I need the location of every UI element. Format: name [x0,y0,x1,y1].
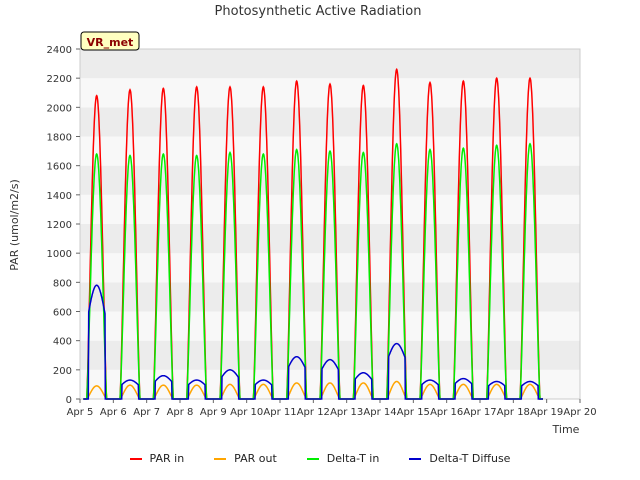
y-tick-label: 1400 [47,191,72,202]
legend-swatch [409,457,422,460]
legend-swatch [306,457,319,460]
series-line-delta-t-diffuse [83,284,543,400]
x-tick-label: Apr 12 [297,407,330,418]
x-tick-label: Apr 8 [167,407,194,418]
y-tick-label: 1800 [47,133,72,144]
grid-band [80,253,580,283]
legend-label: Delta-T in [326,452,380,465]
legend-item: PAR out [214,452,277,465]
y-tick-label: 2400 [47,45,72,56]
x-tick-label: Apr 15 [397,407,430,418]
y-tick-label: 1200 [47,220,72,231]
x-tick-label: Apr 19 [530,407,563,418]
x-tick-label: Apr 14 [363,407,396,418]
x-tick-label: Apr 7 [133,407,160,418]
grid-band [80,311,580,341]
legend-label: PAR in [149,452,185,465]
annotation-box: VR_met [80,31,140,51]
y-tick-label: 600 [53,308,72,319]
legend-label: Delta-T Diffuse [429,452,511,465]
grid-band [80,165,580,195]
legend-swatch [214,457,227,460]
grid-band [80,282,580,312]
legend-item: Delta-T in [306,452,380,465]
grid-band [80,107,580,137]
y-tick-label: 800 [53,278,72,289]
series-lines [83,67,543,400]
x-tick-label: Apr 10 [230,407,263,418]
legend: PAR in PAR out Delta-T in Delta-T Diffuse [0,452,640,465]
x-tick-label: Apr 11 [263,407,296,418]
x-tick-label: Apr 17 [463,407,496,418]
x-tick-label: Apr 13 [330,407,363,418]
y-tick-label: 2000 [47,103,72,114]
grid-band [80,340,580,370]
legend-swatch [129,457,142,460]
grid-band [80,224,580,254]
legend-item: Delta-T Diffuse [409,452,510,465]
x-tick-label: Apr 18 [497,407,530,418]
y-axis: 0 200 400 600 800 1000 1200 1400 1600 1800 2000 220… [47,45,80,406]
x-axis-label: Time [552,423,580,436]
annotation-label: VR_met [87,36,134,49]
y-tick-label: 0 [66,395,72,406]
x-tick-label: Apr 6 [100,407,127,418]
x-axis: Apr 5 Apr 6 Apr 7 Apr 8 Apr 9 Apr 10 Apr 11 Apr… [67,399,597,418]
x-tick-label: Apr 9 [200,407,227,418]
legend-item: PAR in [129,452,185,465]
legend-label: PAR out [234,452,277,465]
x-tick-label: Apr 5 [67,407,94,418]
y-axis-label: PAR (umol/m2/s) [8,179,21,271]
grid-band [80,194,580,224]
y-tick-label: 400 [53,337,72,348]
x-tick-label: Apr 20 [563,407,596,418]
grid-bands [79,48,581,400]
y-tick-label: 1600 [47,162,72,173]
y-tick-label: 2200 [47,74,72,85]
y-tick-label: 200 [53,366,72,377]
x-tick-label: Apr 16 [430,407,463,418]
grid-band [80,49,580,79]
chart-title: Photosynthetic Active Radiation [215,4,422,19]
y-tick-label: 1000 [47,249,72,260]
